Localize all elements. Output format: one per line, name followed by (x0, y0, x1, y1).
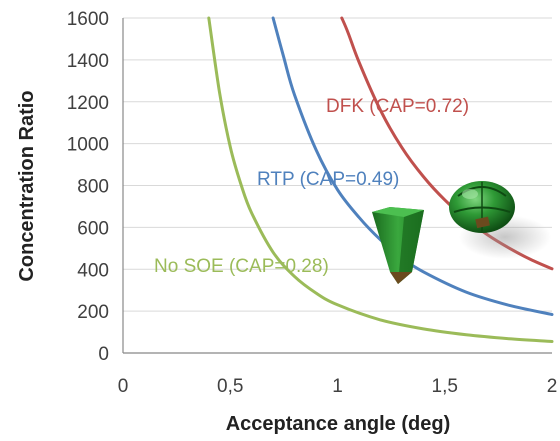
y-tick-label: 1400 (67, 51, 109, 72)
series-line-1 (271, 16, 554, 316)
y-tick-label: 800 (77, 177, 109, 198)
x-tick-label: 1,5 (432, 376, 458, 397)
y-tick-label: 600 (77, 218, 109, 239)
series-label-rtp: RTP (CAP=0.49) (257, 169, 399, 190)
x-axis-title: Acceptance angle (deg) (226, 413, 451, 435)
green-faceted-dome-optic-icon (449, 181, 551, 259)
y-tick-label: 0 (98, 344, 109, 365)
y-tick-label: 200 (77, 302, 109, 323)
green-tapered-prism-optic-icon (372, 207, 424, 284)
y-axis-title: Concentration Ratio (16, 90, 38, 281)
y-tick-label: 1600 (67, 9, 109, 30)
series-line-0 (207, 16, 554, 343)
series-label-no-soe: No SOE (CAP=0.28) (154, 256, 329, 277)
y-tick-label: 1200 (67, 93, 109, 114)
gridlines (123, 17, 552, 312)
x-tick-label: 2 (547, 376, 558, 397)
y-tick-label: 400 (77, 260, 109, 281)
x-tick-label: 0 (118, 376, 129, 397)
x-tick-label: 0,5 (217, 376, 243, 397)
y-tick-label: 1000 (67, 135, 109, 156)
series-label-dfk: DFK (CAP=0.72) (326, 96, 469, 117)
x-tick-label: 1 (332, 376, 343, 397)
axes (122, 18, 552, 354)
tick-labels: 0 200 400 600 800 1000 1200 1400 1600 0 0,5 1 1,5 2 (67, 9, 558, 397)
